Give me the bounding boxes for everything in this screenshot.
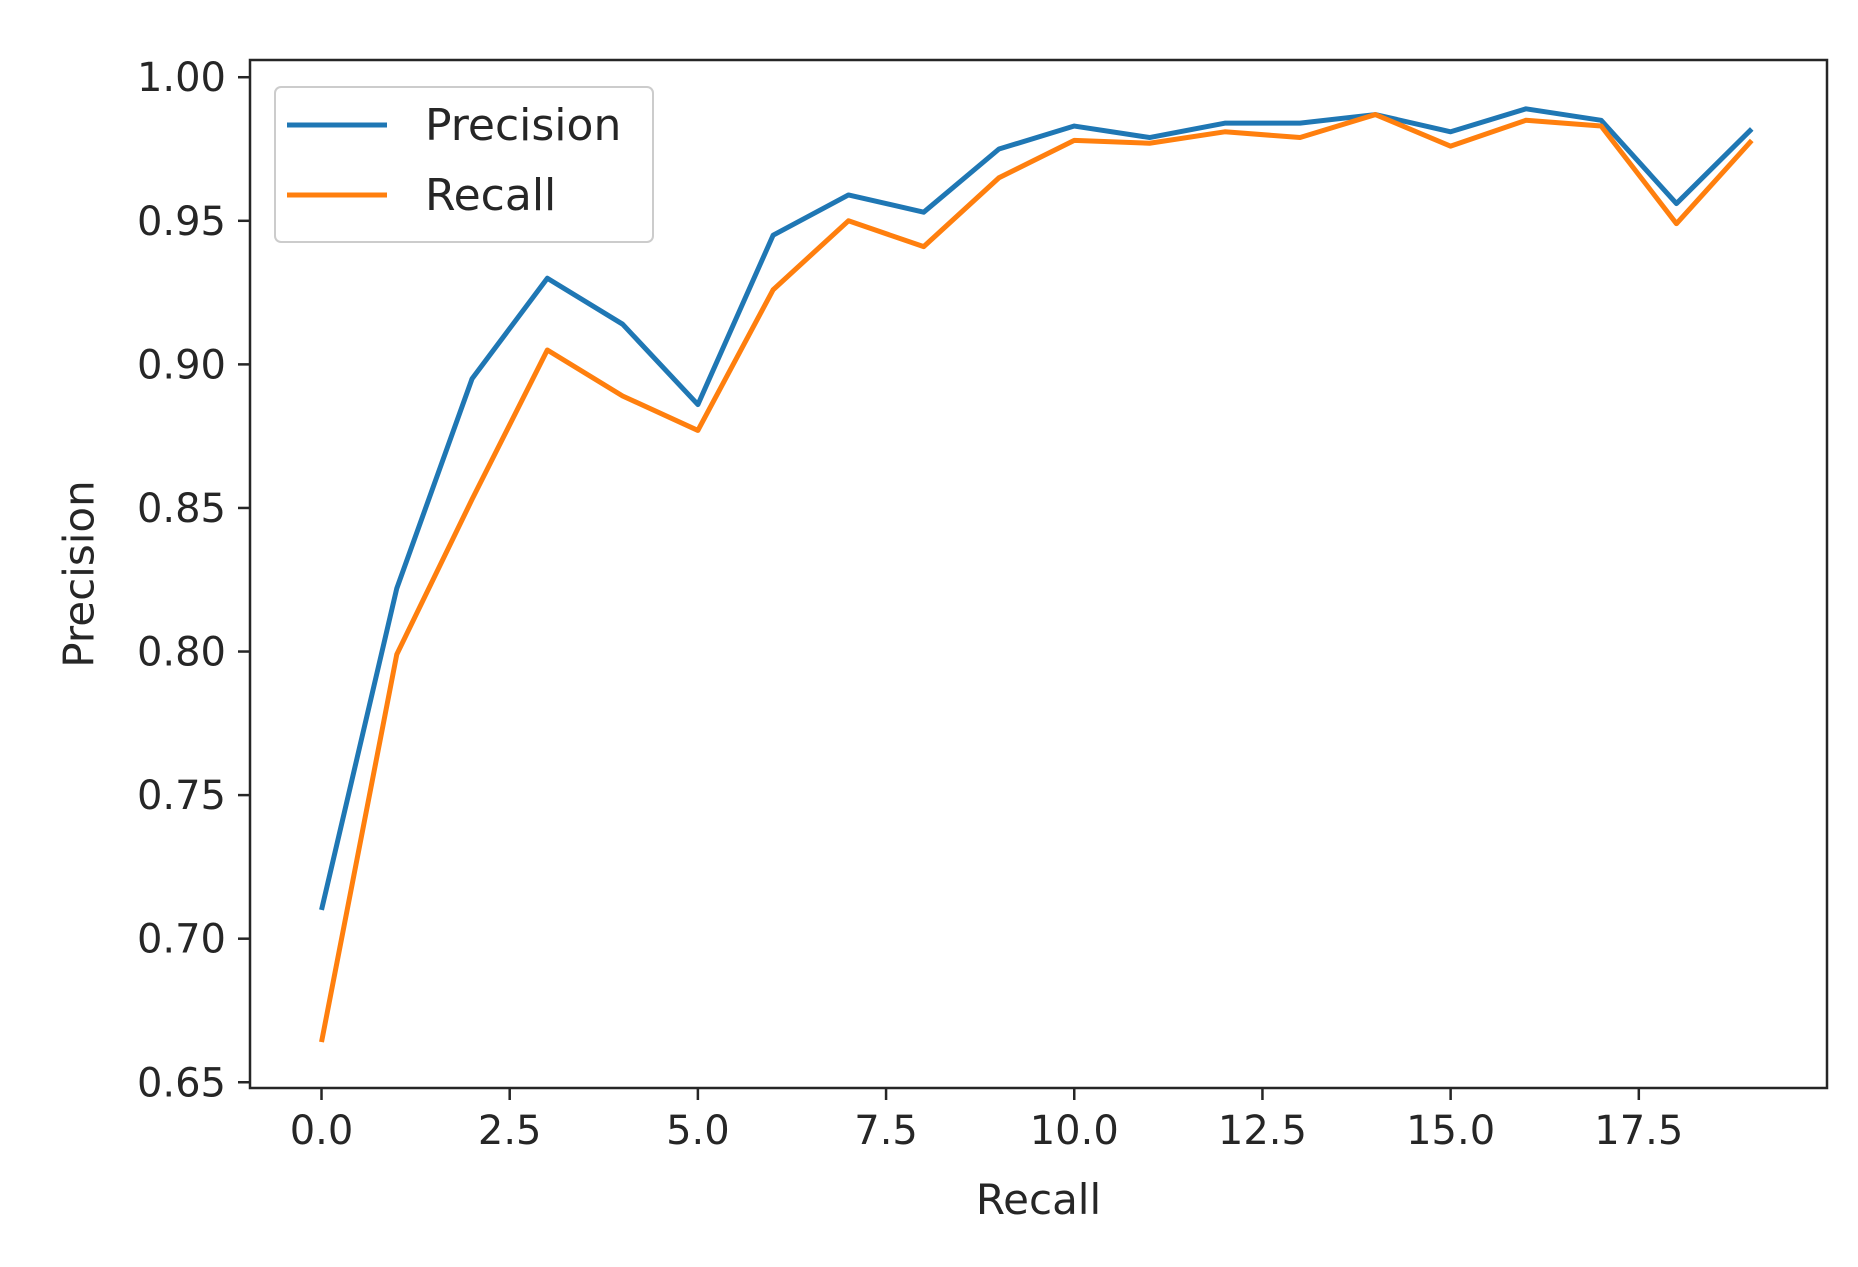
x-tick-label: 7.5 <box>854 1108 918 1154</box>
y-tick-label: 0.95 <box>137 199 226 245</box>
legend: Precision Recall <box>274 86 654 243</box>
x-tick-label: 0.0 <box>290 1108 354 1154</box>
ticks-layer: 0.0 2.5 5.0 7.5 10.0 12.5 15.0 17.5 0.65 0.70 0.75… <box>137 55 1683 1154</box>
y-tick-label: 1.00 <box>137 55 226 101</box>
x-tick-label: 12.5 <box>1218 1108 1307 1154</box>
x-tick-label: 5.0 <box>666 1108 730 1154</box>
plot-frame <box>248 58 1829 1090</box>
x-tick-label: 17.5 <box>1594 1108 1683 1154</box>
y-tick-label: 0.80 <box>137 630 226 676</box>
series-line-precision <box>319 106 1754 911</box>
x-axis-label: Recall <box>976 1175 1101 1224</box>
y-tick-label: 0.75 <box>137 773 226 819</box>
legend-label-precision: Precision <box>425 100 621 151</box>
x-tick-label: 10.0 <box>1030 1108 1119 1154</box>
y-tick-label: 0.90 <box>137 342 226 388</box>
y-tick-label: 0.70 <box>137 917 226 963</box>
legend-label-recall: Recall <box>425 170 556 221</box>
series-line-recall <box>319 112 1754 1043</box>
y-tick-label: 0.65 <box>137 1060 226 1106</box>
x-tick-label: 15.0 <box>1406 1108 1495 1154</box>
series-layer <box>319 106 1754 1043</box>
x-tick-label: 2.5 <box>478 1108 542 1154</box>
y-axis-label: Precision <box>55 480 104 667</box>
y-tick-label: 0.85 <box>137 486 226 532</box>
